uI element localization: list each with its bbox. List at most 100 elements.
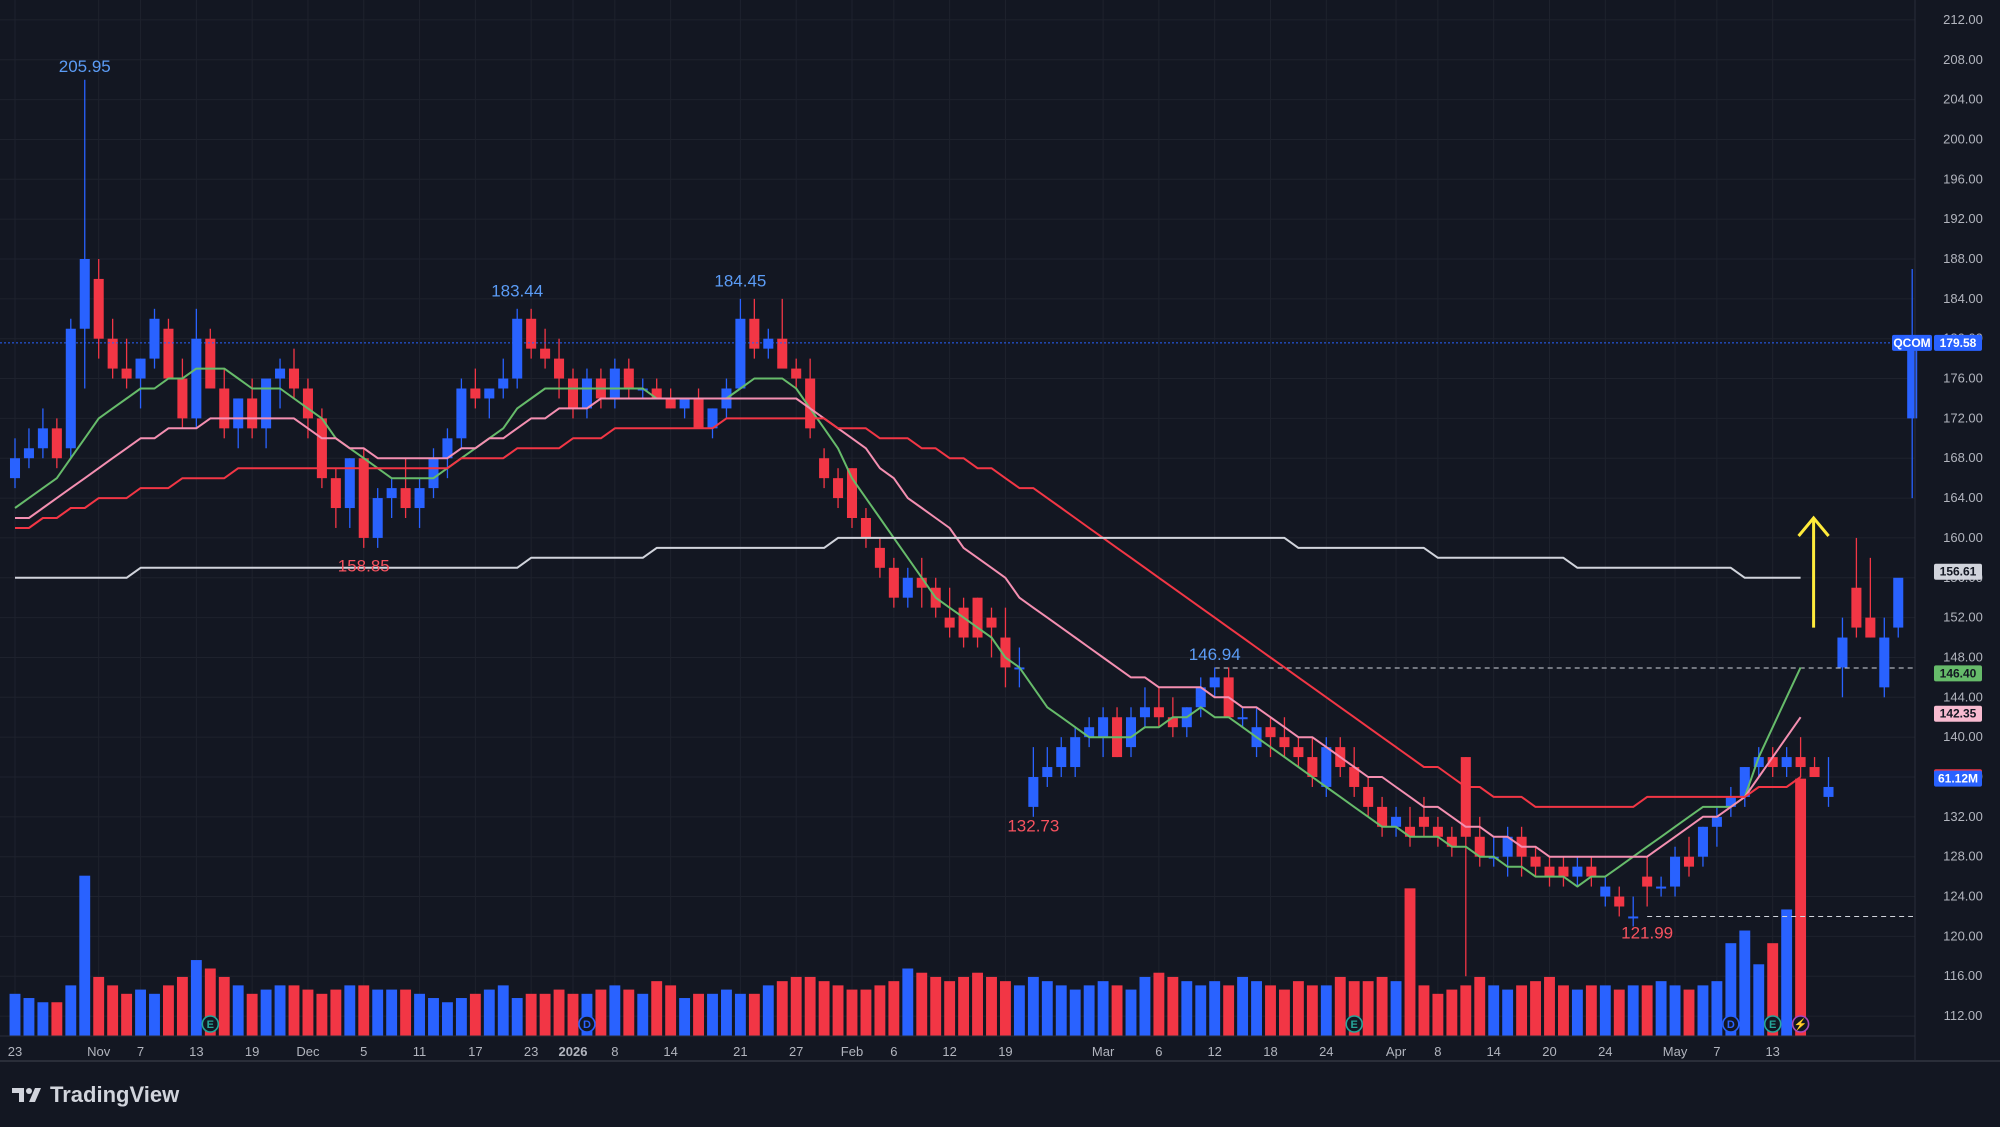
volume-bar <box>1013 985 1025 1036</box>
candle-body <box>1307 757 1318 777</box>
candle-body <box>205 338 216 389</box>
volume-bar <box>358 985 370 1036</box>
candle-body <box>1558 866 1569 877</box>
volume-bar <box>1125 989 1137 1036</box>
volume-bar <box>330 989 342 1036</box>
volume-bar <box>567 993 579 1036</box>
candle-body <box>819 458 830 479</box>
candle-body <box>805 378 816 429</box>
ma-mid-line <box>15 397 1802 858</box>
candle-body <box>763 338 774 349</box>
candle-body <box>1363 786 1374 807</box>
candle-body <box>1139 707 1150 718</box>
candle-body <box>1502 836 1513 857</box>
candle-body <box>1767 757 1778 768</box>
candle-body <box>1446 836 1457 847</box>
volume-bar <box>1683 989 1695 1036</box>
time-tick-label: 23 <box>8 1044 22 1059</box>
volume-bar <box>149 993 160 1036</box>
volume-bars <box>9 778 1807 1036</box>
price-extreme-label: 183.44 <box>491 281 543 300</box>
volume-bar <box>1000 981 1011 1036</box>
candle-body <box>1209 677 1220 688</box>
price-tick-label: 212.00 <box>1943 12 1983 27</box>
candle-body <box>1544 866 1555 877</box>
volume-bar <box>316 993 328 1036</box>
candle-body <box>874 547 885 568</box>
time-tick-label: 23 <box>524 1044 538 1059</box>
volume-bar <box>1139 976 1151 1036</box>
time-tick-label: 14 <box>663 1044 677 1059</box>
candle-body <box>261 378 272 429</box>
price-chart[interactable]: 205.95 183.44 184.45 158.85 132.73 146.94 121.… <box>0 0 2000 1060</box>
volume-bar <box>986 976 997 1036</box>
event-marker-E[interactable]: E <box>201 1015 220 1033</box>
volume-bar <box>846 989 858 1036</box>
volume-bar <box>930 976 942 1036</box>
candle-body <box>1781 757 1792 768</box>
time-axis[interactable]: 23 Nov 7 13 19 Dec 5 11 17 23 2026 8 14 21 27 Feb 6 12 19 M… <box>8 1044 1780 1059</box>
candle-body <box>442 438 453 459</box>
event-marker-D[interactable]: D <box>1722 1015 1740 1033</box>
time-tick-label: Apr <box>1386 1044 1407 1059</box>
volume-bar <box>1530 981 1541 1036</box>
candle-body <box>1125 717 1137 748</box>
time-tick-label: 7 <box>137 1044 144 1059</box>
candle-body <box>330 478 341 509</box>
volume-bar <box>916 972 928 1036</box>
event-circle <box>578 1015 596 1033</box>
volume-bar <box>163 985 174 1036</box>
event-marker-E[interactable]: E <box>1763 1015 1782 1033</box>
candle-body <box>456 388 467 439</box>
candle-body <box>107 338 118 369</box>
price-tick-label: 152.00 <box>1943 610 1983 625</box>
event-marker-D[interactable]: D <box>578 1015 596 1033</box>
volume-bar <box>9 993 21 1036</box>
volume-bar <box>274 985 286 1036</box>
event-marker-E[interactable]: E <box>1345 1015 1363 1033</box>
candle-body <box>1683 856 1695 867</box>
volume-bar <box>135 989 146 1036</box>
volume-bar <box>1544 976 1555 1036</box>
price-tick-label: 184.00 <box>1943 291 1983 306</box>
symbol-tag-text: QCOM <box>1893 336 1930 350</box>
volume-bar <box>1223 985 1235 1036</box>
time-tick-label: 8 <box>611 1044 618 1059</box>
candle-body <box>79 259 90 329</box>
volume-bar <box>818 981 830 1036</box>
price-tick-label: 208.00 <box>1943 52 1983 67</box>
candle-body <box>1600 886 1611 897</box>
time-tick-label: 19 <box>998 1044 1012 1059</box>
candle-body <box>9 458 21 479</box>
candle-body <box>958 607 969 638</box>
volume-bar <box>204 968 216 1036</box>
time-tick-label: 11 <box>413 1044 427 1059</box>
candle-body <box>791 368 802 379</box>
time-tick-label: 12 <box>942 1044 956 1059</box>
volume-bar <box>37 1002 49 1036</box>
tradingview-logo[interactable]: TradingView <box>12 1082 179 1108</box>
volume-bar <box>874 985 886 1036</box>
volume-bar <box>428 998 439 1036</box>
time-tick-label: 2026 <box>559 1044 588 1059</box>
time-tick-label: 5 <box>360 1044 367 1059</box>
event-marker-S[interactable]: ⚡ <box>1791 1015 1810 1033</box>
price-tick-label: 172.00 <box>1943 410 1983 425</box>
event-markers[interactable]: E D E D E ⚡ <box>201 1015 1810 1033</box>
ma-slow-line <box>15 417 1802 808</box>
volume-bar <box>1251 981 1262 1036</box>
volume-bar <box>1097 981 1109 1036</box>
price-tick-label: 132.00 <box>1943 809 1983 824</box>
volume-bar <box>1362 981 1374 1036</box>
time-tick-label: 12 <box>1207 1044 1221 1059</box>
price-tick-label: 192.00 <box>1943 211 1983 226</box>
tradingview-logo-icon <box>12 1086 42 1104</box>
candle-body <box>219 388 230 429</box>
candle-body <box>51 428 62 459</box>
volume-bar <box>23 998 35 1036</box>
event-letter: E <box>1769 1019 1776 1031</box>
candle-body <box>149 318 160 359</box>
candle-body <box>651 388 662 399</box>
volume-bar <box>1390 981 1402 1036</box>
time-tick-label: Mar <box>1092 1044 1115 1059</box>
